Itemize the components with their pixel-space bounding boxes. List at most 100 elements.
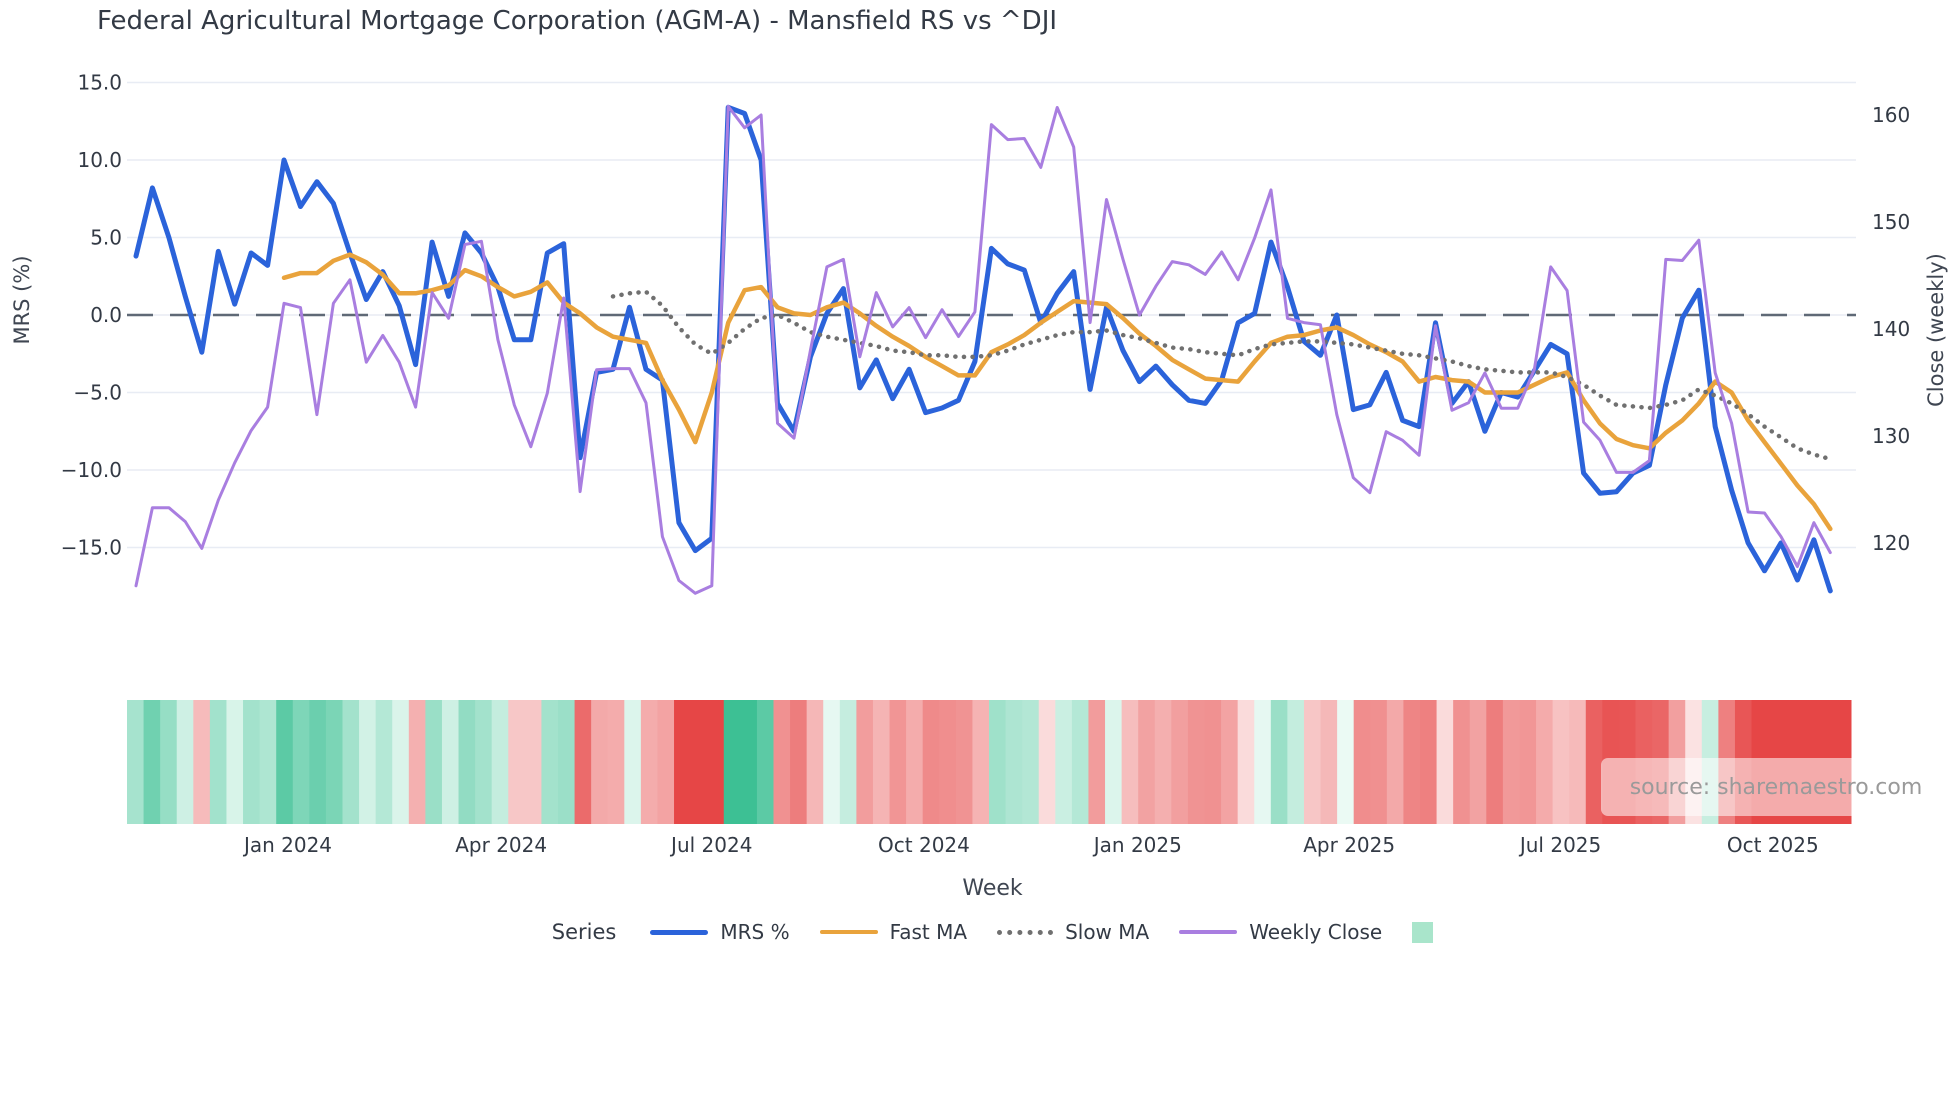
heatmap-cell xyxy=(1171,700,1189,824)
heatmap-cell xyxy=(806,700,824,824)
y-right-tick-label: 140 xyxy=(1872,317,1910,341)
x-tick-label: Oct 2024 xyxy=(878,833,970,857)
heatmap-cell xyxy=(1436,700,1454,824)
fast-ma-line xyxy=(281,252,1833,532)
x-tick-label: Jul 2024 xyxy=(669,833,752,857)
y-left-tick-label: 5.0 xyxy=(90,226,122,250)
heatmap-cell xyxy=(558,700,576,824)
heatmap-cell xyxy=(508,700,526,824)
heatmap-cell xyxy=(790,700,808,824)
heatmap-cell xyxy=(392,700,410,824)
weekly-close-line xyxy=(134,104,1832,595)
legend-entry-fast-ma[interactable]: Fast MA xyxy=(819,920,968,944)
heatmap-cell xyxy=(292,700,310,824)
heatmap-cell xyxy=(1154,700,1172,824)
heatmap-cell xyxy=(491,700,509,824)
weekly-close-line-swatch xyxy=(1179,930,1238,934)
x-tick-label: Jan 2025 xyxy=(1092,833,1182,857)
axis-tick-labels: 15.0 10.0 5.0 0.0 −5.0 −10.0 −15.0 160 150 140 130… xyxy=(61,71,1910,858)
y-axis-title-right: Close (weekly) xyxy=(1924,253,1948,407)
heatmap-cell xyxy=(955,700,973,824)
heatmap-cell xyxy=(243,700,261,824)
y-axis-title-left: MRS (%) xyxy=(10,255,34,345)
heatmap-cell xyxy=(1519,700,1537,824)
heatmap-cell xyxy=(176,700,194,824)
heatmap-cell xyxy=(1138,700,1156,824)
heatmap-cell xyxy=(574,700,592,824)
heatmap-cell xyxy=(425,700,443,824)
heatmap-cell xyxy=(1303,700,1322,824)
x-tick-label: Apr 2025 xyxy=(1303,833,1395,857)
heatmap-cell xyxy=(1502,700,1520,824)
heatmap-cell xyxy=(1088,700,1106,824)
fast-ma-line-swatch xyxy=(819,930,878,934)
legend-entry-label: MRS % xyxy=(720,920,790,944)
heatmap-cell xyxy=(740,700,758,824)
legend-entry-weekly-close[interactable]: Weekly Close xyxy=(1179,920,1382,944)
heatmap-cell xyxy=(823,700,841,824)
heatmap-cell xyxy=(541,700,559,824)
heatmap-cell xyxy=(1287,700,1305,824)
x-tick-label: Jan 2024 xyxy=(242,833,332,857)
heatmap-cell xyxy=(607,700,625,824)
legend-entry-label: Weekly Close xyxy=(1249,920,1383,944)
heatmap-cell xyxy=(1552,700,1570,824)
legend-entry-heatmap[interactable] xyxy=(1412,921,1434,943)
legend-entry-label: Fast MA xyxy=(889,920,968,944)
heatmap-cell xyxy=(325,700,343,824)
heatmap-cell xyxy=(1121,700,1139,824)
source-badge: source: sharemaestro.com xyxy=(1601,758,1951,816)
heatmap-cell xyxy=(1254,700,1272,824)
legend-entry-mrs[interactable]: MRS % xyxy=(650,920,790,944)
heatmap-cell xyxy=(674,700,692,824)
heatmap-cell xyxy=(1005,700,1023,824)
heatmap-cell xyxy=(1453,700,1471,824)
heatmap-cell xyxy=(1420,700,1438,824)
y-left-tick-label: 0.0 xyxy=(90,303,122,327)
heatmap-cell xyxy=(1105,700,1123,824)
y-right-tick-label: 160 xyxy=(1872,103,1910,127)
heatmap-cell xyxy=(342,700,360,824)
heatmap-legend-swatch xyxy=(1412,921,1434,943)
heatmap-cell xyxy=(160,700,178,824)
heatmap-cell xyxy=(1204,700,1222,824)
heatmap-cell xyxy=(1403,700,1421,824)
heatmap-cell xyxy=(1237,700,1255,824)
heatmap-cell xyxy=(591,700,609,824)
chart-title: Federal Agricultural Mortgage Corporatio… xyxy=(97,6,1058,36)
heatmap-cell xyxy=(408,700,426,824)
source-text: source: sharemaestro.com xyxy=(1629,774,1923,800)
y-right-tick-label: 120 xyxy=(1872,531,1910,555)
heatmap-cell xyxy=(1569,700,1587,824)
y-left-tick-label: −5.0 xyxy=(73,381,122,405)
legend-entry-slow-ma[interactable]: Slow MA xyxy=(997,920,1149,944)
heatmap-cell xyxy=(1370,700,1388,824)
x-tick-label: Apr 2024 xyxy=(455,833,547,857)
legend: Series MRS % Fast MA Slow MA Weekly Clos… xyxy=(0,920,1960,944)
heatmap-cell xyxy=(524,700,542,824)
heatmap-cell xyxy=(640,700,658,824)
heatmap-cell xyxy=(1055,700,1073,824)
heatmap-cell xyxy=(1221,700,1239,824)
heatmap-cell xyxy=(1038,700,1056,824)
heatmap-cell xyxy=(624,700,642,824)
x-tick-label: Jul 2025 xyxy=(1518,833,1601,857)
heatmap-strip xyxy=(127,700,1852,824)
y-left-tick-label: 10.0 xyxy=(77,148,122,172)
heatmap-cell xyxy=(1320,700,1338,824)
heatmap-cell xyxy=(458,700,476,824)
heatmap-cell xyxy=(127,700,145,824)
heatmap-cell xyxy=(375,700,393,824)
mrs-line-swatch xyxy=(650,929,709,935)
legend-entry-label: Slow MA xyxy=(1065,920,1150,944)
heatmap-cell xyxy=(773,700,791,824)
y-right-tick-label: 150 xyxy=(1872,210,1910,234)
heatmap-cell xyxy=(1022,700,1040,824)
heatmap-cell xyxy=(193,700,211,824)
heatmap-cell xyxy=(1585,700,1603,824)
heatmap-cell xyxy=(1386,700,1404,824)
heatmap-cell xyxy=(922,700,940,824)
heatmap-cell xyxy=(475,700,493,824)
heatmap-cell xyxy=(989,700,1007,824)
